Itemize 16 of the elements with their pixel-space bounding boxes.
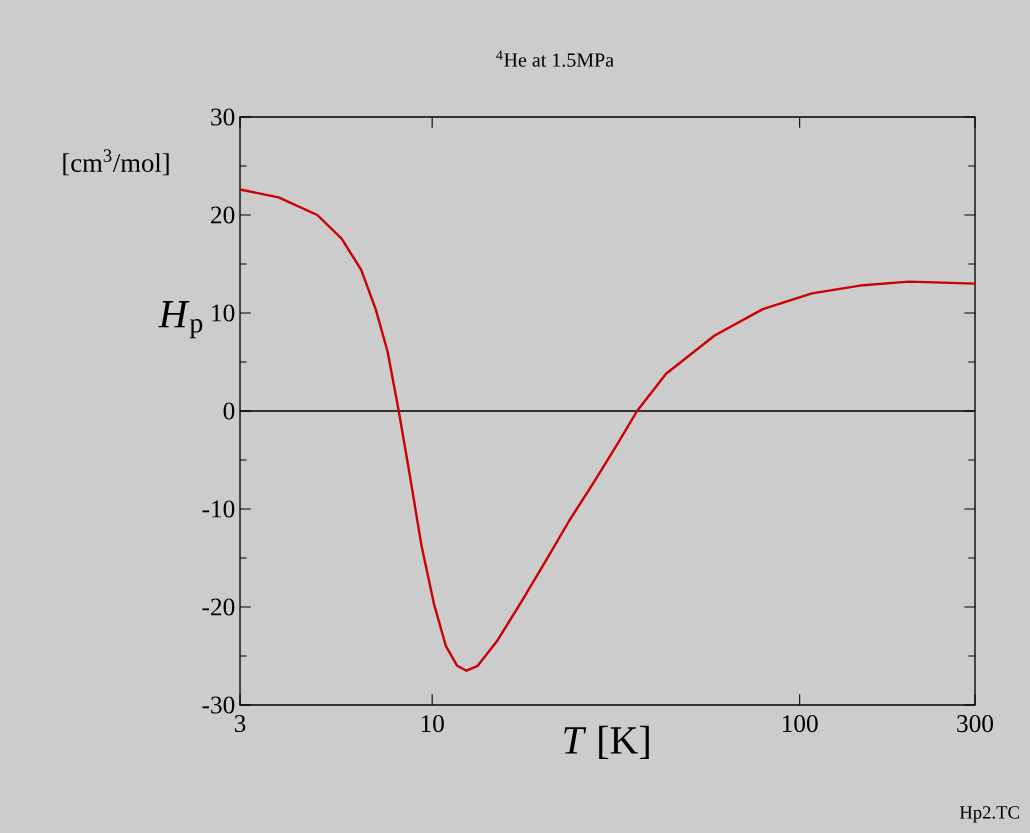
x-tick-label: 10 [421, 715, 444, 733]
x-tick-label: 300 [957, 715, 994, 733]
y-tick-label: 30 [211, 108, 235, 126]
y-tick-label: 10 [212, 304, 235, 322]
x-tick-label: 3 [234, 715, 246, 733]
y-axis-title: H$_{p}$ [158, 301, 203, 339]
x-axis-title: T [K] [564, 725, 649, 759]
y-tick-label: 20 [211, 206, 235, 224]
y-tick-label: 0 [223, 402, 235, 420]
y-tick-label: -10 [202, 500, 235, 518]
chart-title: $^{4}$He at 1.5MPa [496, 50, 614, 67]
y-tick-label: -20 [202, 598, 235, 616]
text: [cm$^{3}$/mol] [63, 149, 169, 176]
x-tick-label: 100 [782, 715, 818, 733]
text: Hp2.TC [959, 806, 1019, 823]
y-tick-label: -30 [202, 696, 235, 714]
